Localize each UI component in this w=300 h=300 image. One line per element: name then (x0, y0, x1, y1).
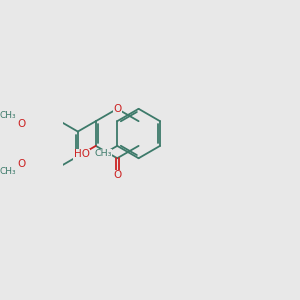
Text: O: O (17, 118, 25, 129)
Text: CH₃: CH₃ (0, 111, 16, 120)
Text: CH₃: CH₃ (94, 149, 112, 158)
Text: O: O (17, 159, 25, 169)
Text: CH₃: CH₃ (0, 167, 16, 176)
Text: O: O (113, 170, 121, 180)
Text: HO: HO (74, 149, 89, 159)
Text: O: O (113, 104, 121, 114)
